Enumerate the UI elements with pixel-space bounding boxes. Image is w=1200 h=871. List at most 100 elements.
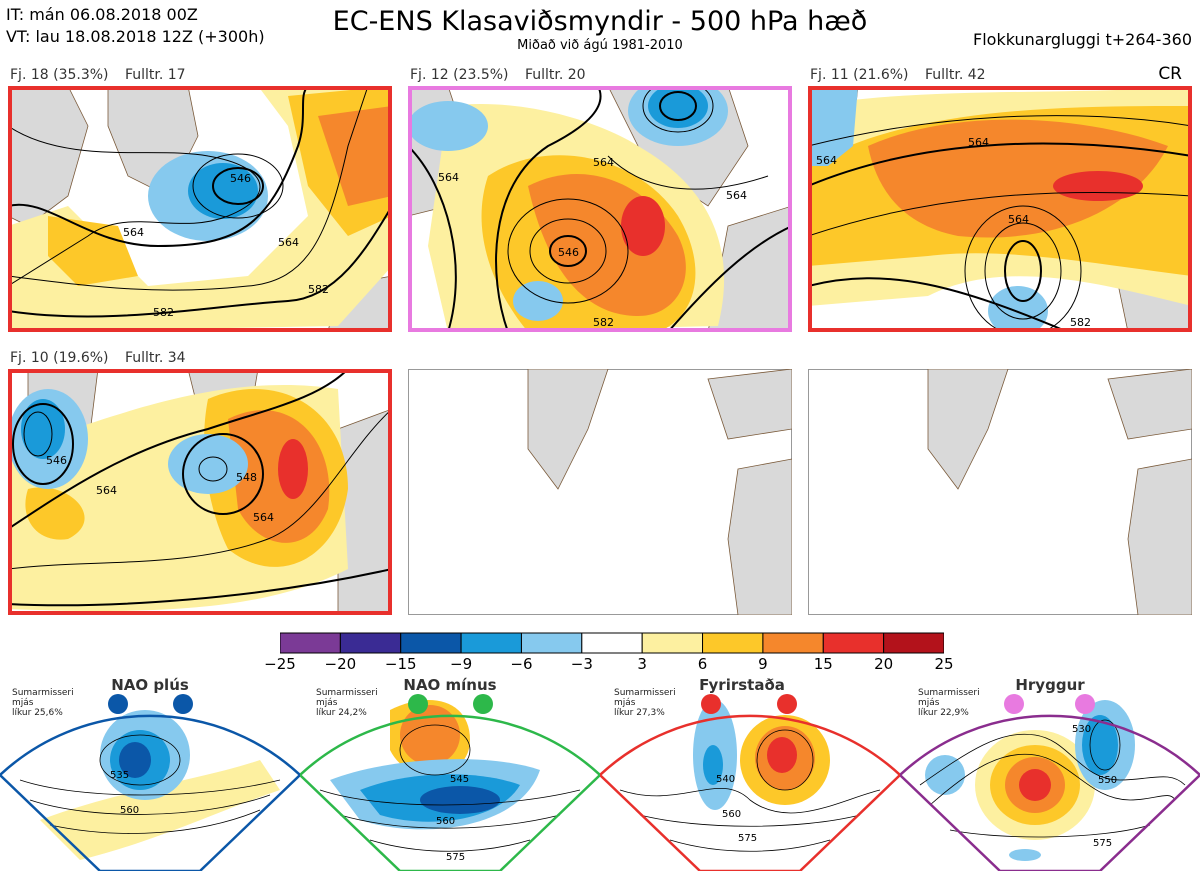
contour-line — [495, 86, 602, 332]
colorbar-segment — [641, 632, 704, 654]
colorbar-tick-label: −3 — [570, 655, 593, 673]
valid-time: VT: lau 18.08.2018 12Z (+300h) — [6, 27, 265, 46]
negative-anomaly — [703, 745, 723, 785]
contour-label: 546 — [46, 454, 67, 467]
regime-4-dot — [1004, 694, 1024, 714]
panel-2-members: Fulltr. 20 — [524, 67, 586, 83]
panel-4-cluster: Fj. 10 (19.6%) — [10, 350, 109, 366]
colorbar-tick-label: 20 — [874, 655, 894, 673]
regime-2-title: NAO mínus — [403, 676, 497, 694]
contour-line — [408, 145, 457, 332]
colorbar-tick-label: −15 — [384, 655, 417, 673]
colorbar-tick-label: 15 — [813, 655, 833, 673]
panel-6-empty-map — [808, 369, 1192, 615]
contour-line — [192, 153, 284, 219]
contour-label: 575 — [1093, 838, 1112, 849]
regime-1-note: Sumarmisseri mjás líkur 25,6% — [12, 688, 74, 718]
contour-label: 564 — [726, 189, 747, 202]
regime-2-dot — [408, 694, 428, 714]
contour-label: 575 — [446, 852, 465, 863]
contour-label: 575 — [738, 833, 757, 844]
contour-line — [319, 789, 581, 806]
regime-1-title: NAO plús — [111, 676, 189, 694]
regime-4-title: Hryggur — [1015, 676, 1085, 694]
regime-3-frame — [600, 714, 900, 871]
contour-label: 564 — [123, 226, 144, 239]
contour-line — [808, 142, 1192, 187]
contour-line — [756, 729, 814, 791]
negative-anomaly — [513, 281, 563, 321]
contour-line — [659, 91, 697, 121]
positive-anomaly — [400, 705, 460, 765]
positive-anomaly — [25, 487, 85, 540]
contour-line — [23, 411, 53, 457]
contour-label: 564 — [968, 136, 989, 149]
contour-line — [8, 86, 369, 291]
contour-label: 564 — [593, 156, 614, 169]
colorbar-segment — [702, 632, 764, 654]
panel-3-map: 564 564 564 582 — [808, 86, 1192, 332]
regime-4-note: Sumarmisseri mjás líkur 22,9% — [918, 688, 980, 718]
colorbar-segment — [581, 632, 643, 654]
land-area — [1127, 458, 1192, 615]
regime-3-title: Fyrirstaða — [699, 676, 785, 694]
contour-line — [984, 222, 1062, 320]
contour-line — [808, 115, 1192, 147]
land-area — [727, 458, 792, 615]
regime-1-dot — [173, 694, 193, 714]
contour-line — [99, 734, 181, 786]
positive-anomaly — [318, 106, 392, 206]
panel-2-label: Fj. 12 (23.5%) Fulltr. 20 — [410, 67, 586, 83]
colorbar-segment — [762, 632, 824, 654]
contour-line — [12, 403, 74, 485]
land-area — [1107, 369, 1192, 440]
contour-line — [8, 86, 309, 248]
regime-3-note: Sumarmisseri mjás líkur 27,3% — [614, 688, 676, 718]
panel-frame — [8, 86, 392, 332]
negative-anomaly — [119, 742, 151, 778]
page-title: EC-ENS Klasaviðsmyndir - 500 hPa hæð — [332, 6, 868, 37]
contour-label: 545 — [450, 774, 469, 785]
positive-anomaly — [1019, 769, 1051, 801]
contour-line — [369, 839, 531, 852]
panel-2-map: 546 564 564 564 582 — [408, 86, 792, 332]
colorbar-segment — [822, 632, 885, 654]
contour-line — [8, 369, 349, 530]
regime-3-map: 540 560 575 — [600, 694, 900, 871]
positive-anomaly — [48, 216, 138, 286]
panel-1-map: 546 564 564 582 582 — [8, 86, 392, 332]
classification-window: Flokkunargluggi t+264-360 — [973, 30, 1192, 49]
colorbar-tick-label: −6 — [510, 655, 533, 673]
regime-4-frame — [900, 714, 1200, 871]
colorbar-segment — [883, 632, 944, 654]
positive-anomaly — [767, 737, 797, 773]
panel-1-cluster: Fj. 18 (35.3%) — [10, 67, 109, 83]
contour-line — [808, 277, 1069, 332]
regime-1-map: 535 560 — [0, 694, 300, 871]
contour-line — [1089, 719, 1121, 771]
negative-anomaly — [808, 86, 858, 166]
regime-2-dot — [473, 694, 493, 714]
contour-label: 564 — [438, 171, 459, 184]
colorbar-tick-label: 3 — [637, 655, 647, 673]
contour-line — [198, 456, 228, 482]
contour-label: 564 — [278, 236, 299, 249]
contour-label: 546 — [558, 246, 579, 259]
cr-label: CR — [1158, 64, 1182, 84]
land-area — [337, 408, 392, 615]
colorbar-segment — [460, 632, 522, 654]
contour-label: 582 — [1070, 316, 1091, 329]
contour-line — [8, 205, 392, 318]
panel-4-label: Fj. 10 (19.6%) Fulltr. 34 — [10, 350, 186, 366]
positive-anomaly — [621, 196, 665, 256]
land-area — [8, 86, 89, 227]
colorbar-tick-label: 9 — [758, 655, 768, 673]
contour-line — [929, 753, 1176, 806]
negative-anomaly — [648, 86, 708, 128]
contour-line — [507, 198, 629, 304]
contour-label: 548 — [236, 471, 257, 484]
header-times: IT: mán 06.08.2018 00Z VT: lau 18.08.201… — [6, 4, 265, 48]
contour-line — [529, 218, 607, 284]
contour-label: 535 — [110, 770, 129, 781]
contour-line — [339, 814, 561, 829]
